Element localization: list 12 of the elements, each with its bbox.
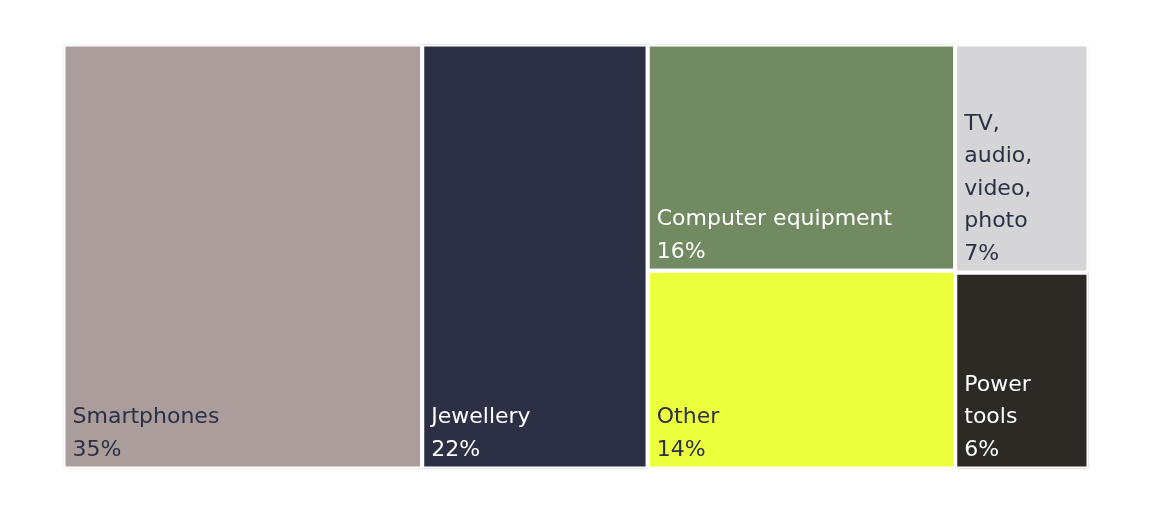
- data-label: 7%: [964, 239, 1000, 265]
- data-label: 6%: [964, 435, 1000, 461]
- data-label: 35%: [72, 435, 122, 461]
- data-label: 14%: [656, 435, 706, 461]
- category-label: Computer equipment: [656, 205, 893, 231]
- category-label: Smartphones: [72, 403, 220, 428]
- category-label: Power tools: [964, 370, 1032, 428]
- category-label: TV, audio, video, photo: [963, 109, 1033, 233]
- data-label: 22%: [431, 435, 481, 461]
- data-label: 16%: [656, 237, 706, 263]
- category-label: Other: [656, 403, 721, 428]
- category-label: Jewellery: [429, 403, 531, 428]
